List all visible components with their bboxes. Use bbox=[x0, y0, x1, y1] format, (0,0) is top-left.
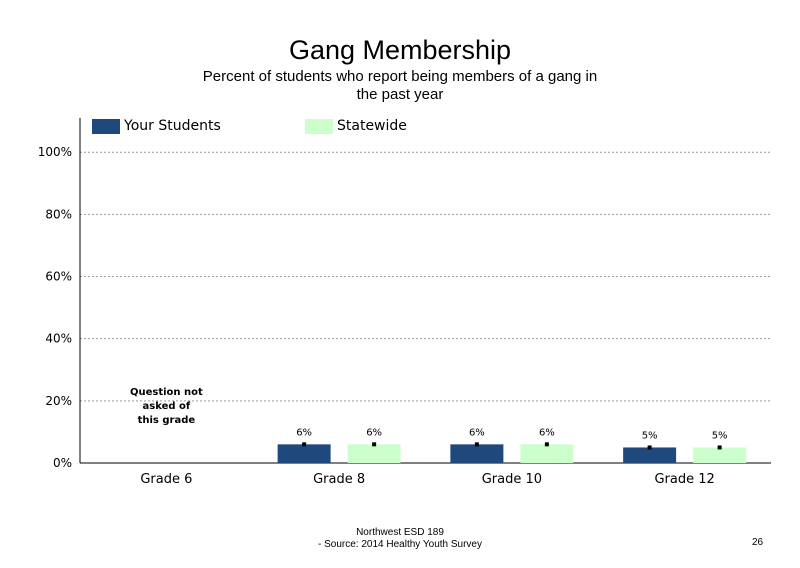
data-label: 5% bbox=[642, 430, 658, 441]
error-marker bbox=[544, 442, 549, 447]
legend-label-your-students: Your Students bbox=[124, 118, 221, 134]
page-number: 26 bbox=[752, 537, 764, 548]
error-marker bbox=[717, 445, 722, 450]
y-tick-label: 80% bbox=[45, 207, 72, 221]
x-tick-label: Grade 6 bbox=[140, 472, 192, 487]
note-grade6-line: asked of bbox=[143, 401, 191, 412]
legend-swatch-statewide bbox=[305, 118, 333, 134]
bar-your-students bbox=[450, 444, 504, 463]
footer-source: - Source: 2014 Healthy Youth Survey bbox=[318, 539, 482, 550]
bar-statewide bbox=[520, 444, 574, 463]
bar-your-students bbox=[277, 444, 331, 463]
y-tick-label: 20% bbox=[45, 394, 72, 408]
legend-item-statewide: Statewide bbox=[305, 118, 407, 134]
error-marker bbox=[372, 442, 377, 447]
bar-statewide bbox=[693, 447, 747, 463]
error-marker bbox=[302, 442, 307, 447]
bar-statewide bbox=[347, 444, 401, 463]
note-grade6-line: Question not bbox=[130, 387, 203, 398]
y-tick-label: 0% bbox=[53, 456, 72, 470]
note-grade6-line: this grade bbox=[138, 415, 196, 426]
data-label: 6% bbox=[366, 427, 382, 438]
chart-subtitle: Percent of students who report being mem… bbox=[202, 68, 598, 103]
data-label: 6% bbox=[469, 427, 485, 438]
y-tick-label: 100% bbox=[38, 145, 72, 159]
x-tick-label: Grade 12 bbox=[654, 472, 714, 487]
legend-label-statewide: Statewide bbox=[337, 118, 407, 134]
x-tick-label: Grade 10 bbox=[482, 472, 542, 487]
legend-item-your-students: Your Students bbox=[92, 118, 221, 134]
x-tick-label: Grade 8 bbox=[313, 472, 365, 487]
data-label: 6% bbox=[539, 427, 555, 438]
bar-your-students bbox=[623, 447, 677, 463]
y-tick-label: 60% bbox=[45, 270, 72, 284]
legend-swatch-your-students bbox=[92, 118, 120, 134]
footer-org: Northwest ESD 189 bbox=[356, 527, 444, 538]
error-marker bbox=[647, 445, 652, 450]
error-marker bbox=[474, 442, 479, 447]
chart-title: Gang Membership bbox=[288, 35, 512, 65]
y-tick-label: 40% bbox=[45, 332, 72, 346]
data-label: 5% bbox=[712, 430, 728, 441]
data-label: 6% bbox=[296, 427, 312, 438]
